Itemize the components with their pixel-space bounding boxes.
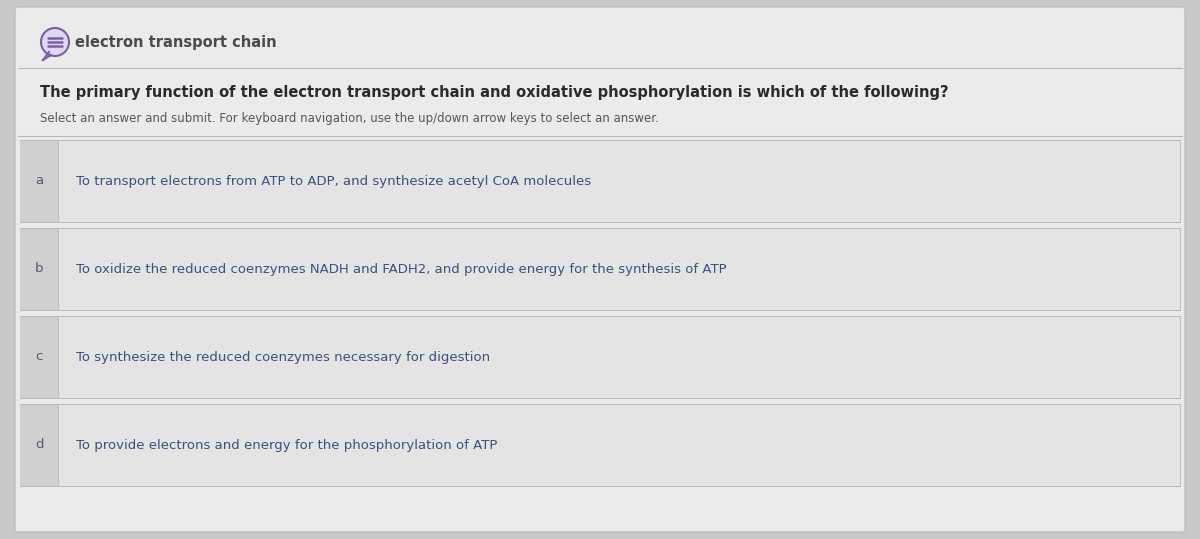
Text: To transport electrons from ATP to ADP, and synthesize acetyl CoA molecules: To transport electrons from ATP to ADP, … (76, 175, 592, 188)
FancyBboxPatch shape (14, 7, 1186, 532)
Bar (20, 404, 58, 486)
Bar (20, 228, 58, 310)
Text: The primary function of the electron transport chain and oxidative phosphorylati: The primary function of the electron tra… (40, 85, 949, 100)
Polygon shape (43, 52, 50, 60)
FancyBboxPatch shape (20, 140, 1180, 222)
Text: d: d (35, 439, 43, 452)
Bar (20, 316, 58, 398)
Text: a: a (35, 175, 43, 188)
Text: c: c (35, 350, 43, 363)
Text: To synthesize the reduced coenzymes necessary for digestion: To synthesize the reduced coenzymes nece… (76, 350, 490, 363)
Text: To provide electrons and energy for the phosphorylation of ATP: To provide electrons and energy for the … (76, 439, 497, 452)
Text: b: b (35, 262, 43, 275)
FancyBboxPatch shape (20, 316, 1180, 398)
Text: Select an answer and submit. For keyboard navigation, use the up/down arrow keys: Select an answer and submit. For keyboar… (40, 112, 659, 125)
FancyBboxPatch shape (20, 404, 1180, 486)
Text: To oxidize the reduced coenzymes NADH and FADH2, and provide energy for the synt: To oxidize the reduced coenzymes NADH an… (76, 262, 727, 275)
Text: electron transport chain: electron transport chain (74, 34, 277, 50)
Circle shape (41, 28, 70, 56)
Bar (20, 140, 58, 222)
FancyBboxPatch shape (20, 228, 1180, 310)
